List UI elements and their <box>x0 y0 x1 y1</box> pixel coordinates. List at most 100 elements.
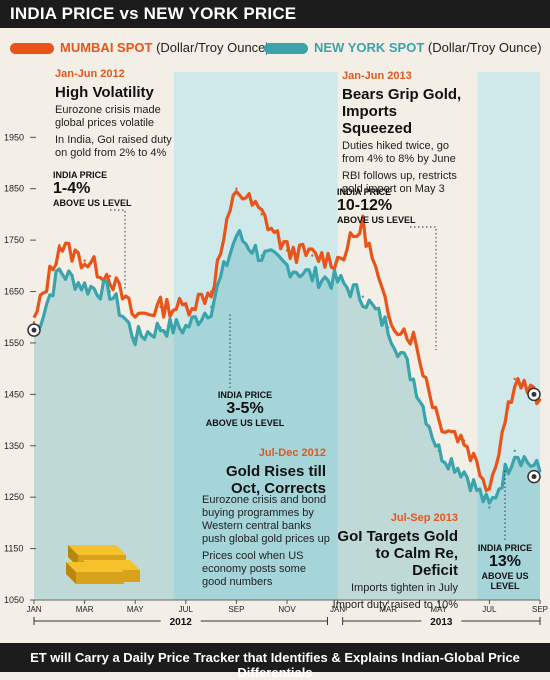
year-label: 2012 <box>170 617 193 628</box>
data-point <box>285 264 289 268</box>
x-tick-label: NOV <box>278 605 296 614</box>
x-tick-label: JUL <box>179 605 194 614</box>
data-point <box>134 336 137 339</box>
legend-item-newyork: NEW YORK SPOT (Dollar/Troy Ounce) <box>264 40 542 55</box>
annotation-period: Jul-Sep 2013 <box>390 512 458 524</box>
data-point <box>336 280 339 283</box>
data-point <box>209 305 213 309</box>
data-point <box>260 254 263 257</box>
annotation-period: Jan-Jun 2012 <box>55 68 125 80</box>
data-point <box>260 213 263 216</box>
data-point <box>488 485 491 489</box>
series-line-mumbai <box>32 190 542 493</box>
y-tick-label: 1650 <box>4 287 24 297</box>
premium-label: ABOVE US LEVEL <box>53 198 132 208</box>
annotation-heading: High Volatility <box>55 84 154 101</box>
gold-bar-top <box>66 562 124 572</box>
premium-value: 10-12% <box>337 197 393 214</box>
y-tick-label: 1850 <box>4 184 24 194</box>
data-point <box>311 274 314 278</box>
gold-bar-side <box>68 545 78 567</box>
data-point <box>462 439 466 442</box>
data-point <box>32 321 36 324</box>
data-point <box>159 305 162 309</box>
y-tick-label: 1050 <box>4 595 24 605</box>
data-point <box>387 316 390 319</box>
gold-bars-icon <box>66 545 140 584</box>
leader-line <box>410 226 437 350</box>
annotation-h1-2013: Jan-Jun 2013 Bears Grip Gold, Imports Sq… <box>342 70 462 196</box>
chart-title: INDIA PRICE vs NEW YORK PRICE <box>10 4 297 23</box>
data-point <box>538 470 542 473</box>
premium-value: 1-4% <box>53 180 91 197</box>
data-point <box>235 187 238 190</box>
data-point <box>387 326 390 329</box>
annotation-body: Eurozone crisis made global prices volat… <box>55 104 161 129</box>
data-point <box>184 305 187 309</box>
data-point <box>209 290 213 293</box>
x-tick-label: SEP <box>228 605 244 614</box>
premium-callout-3: INDIA PRICE 10-12% ABOVE US LEVEL <box>337 187 417 225</box>
gold-bar-top <box>68 545 126 555</box>
annotation-h2-2012-body: Eurozone crisis and bond buying programm… <box>202 494 330 589</box>
annotation-heading: GoI Targets Gold to Calm Re, Deficit <box>337 528 458 579</box>
annotation-body: Prices cool when US economy posts some g… <box>202 550 306 588</box>
x-tick-label: MAY <box>430 605 447 614</box>
data-point <box>488 506 491 509</box>
data-point <box>513 377 516 381</box>
legend-name-mumbai: MUMBAI SPOT <box>60 40 153 55</box>
x-tick-label: MAY <box>127 605 144 614</box>
premium-label: INDIA PRICE <box>53 170 108 180</box>
annotation-heading: Gold Rises till Oct, Corrects <box>225 463 326 497</box>
data-point <box>538 398 542 401</box>
premium-label: INDIA PRICE <box>217 390 273 400</box>
annotation-period: Jul-Dec 2012 <box>258 447 326 459</box>
premium-label: INDIA PRICE <box>477 543 533 553</box>
data-point <box>513 449 516 453</box>
data-point <box>437 418 440 422</box>
x-tick-label: SEP <box>532 605 548 614</box>
annotation-heading: Bears Grip Gold, Imports Squeezed <box>342 86 462 137</box>
endpoint-marker-dot <box>531 391 537 397</box>
shaded-period-band <box>477 72 540 600</box>
annotation-body: Eurozone crisis and bond buying programm… <box>202 494 330 545</box>
y-tick-label: 1350 <box>4 441 24 451</box>
annotation-period: Jan-Jun 2013 <box>342 70 412 82</box>
year-label: 2013 <box>430 617 453 628</box>
data-point <box>134 316 137 319</box>
newyork-area <box>34 230 540 600</box>
premium-label: ABOVE US LEVEL <box>205 418 285 428</box>
annotation-h2-2012: Jul-Dec 2012 Gold Rises till Oct, Correc… <box>198 447 326 500</box>
y-tick-label: 1150 <box>4 544 23 554</box>
legend-item-mumbai: MUMBAI SPOT (Dollar/Troy Ounce) <box>10 40 270 55</box>
data-point <box>108 290 112 293</box>
data-point <box>412 336 415 339</box>
x-tick-label: JAN <box>26 605 41 614</box>
data-point <box>311 254 314 257</box>
data-point <box>58 244 61 247</box>
x-tick-label: JUL <box>482 605 497 614</box>
premium-callout-1: INDIA PRICE 1-4% ABOVE US LEVEL <box>53 170 133 208</box>
data-point <box>437 449 440 453</box>
x-tick-label: JAN <box>330 605 345 614</box>
data-point <box>58 269 61 273</box>
data-point <box>412 377 415 381</box>
endpoint-marker-dot <box>31 327 37 333</box>
legend-swatch-mumbai <box>10 43 54 55</box>
x-tick-label: MAR <box>76 605 94 614</box>
data-point <box>462 470 466 473</box>
shaded-period-band <box>173 72 338 600</box>
annotation-body: Imports tighten in July <box>351 582 458 594</box>
annotation-body: RBI follows up, restricts gold import on… <box>342 170 457 195</box>
y-tick-label: 1950 <box>4 132 24 142</box>
data-point <box>184 326 187 329</box>
gold-bar-front <box>76 572 124 584</box>
y-tick-label: 1550 <box>4 338 24 348</box>
data-point <box>83 285 86 288</box>
data-point <box>83 259 86 262</box>
endpoint-marker-dot <box>531 474 537 480</box>
x-tick-label: MAR <box>379 605 397 614</box>
legend-swatch-newyork <box>264 43 308 55</box>
annotation-body: Duties hiked twice, go from 4% to 8% by … <box>342 140 456 165</box>
